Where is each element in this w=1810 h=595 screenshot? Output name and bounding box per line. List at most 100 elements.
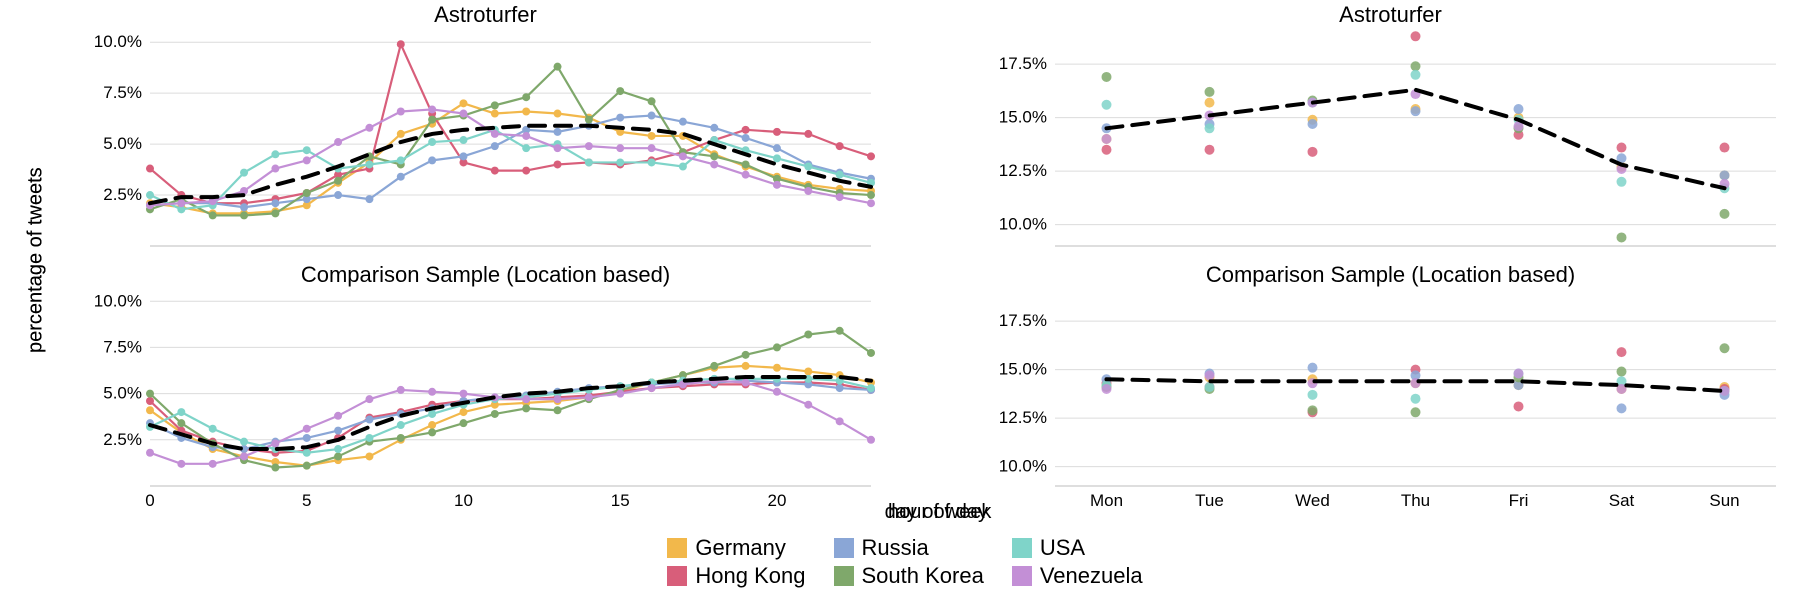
legend-item: Germany: [667, 535, 805, 561]
series-marker: [710, 362, 718, 370]
series-marker: [804, 401, 812, 409]
series-marker: [554, 144, 562, 152]
series-marker: [1205, 98, 1215, 108]
y-tick-label: 7.5%: [103, 337, 142, 356]
series-marker: [397, 40, 405, 48]
series-marker: [428, 410, 436, 418]
series-marker: [679, 152, 687, 160]
y-tick-label: 5.0%: [103, 134, 142, 153]
series-marker: [773, 144, 781, 152]
series-marker: [1411, 31, 1421, 41]
series-marker: [1102, 384, 1112, 394]
series-marker: [867, 199, 875, 207]
series-marker: [804, 330, 812, 338]
series-marker: [1411, 70, 1421, 80]
series-marker: [522, 404, 530, 412]
series-marker: [459, 136, 467, 144]
series-marker: [1720, 209, 1730, 219]
series-marker: [271, 464, 279, 472]
series-marker: [1205, 123, 1215, 133]
panel-right-top: Astroturfer 10.0%12.5%15.0%17.5%: [995, 6, 1786, 254]
legend: Germany Russia USA Hong Kong South Korea Vene…: [0, 535, 1810, 589]
series-marker: [679, 118, 687, 126]
series-marker: [1720, 343, 1730, 353]
series-marker: [459, 152, 467, 160]
series-marker: [804, 130, 812, 138]
series-marker: [365, 395, 373, 403]
y-tick-label: 10.0%: [999, 457, 1047, 476]
series-marker: [397, 107, 405, 115]
series-marker: [710, 124, 718, 132]
series-marker: [1308, 390, 1318, 400]
series-marker: [742, 160, 750, 168]
y-tick-label: 2.5%: [103, 185, 142, 204]
series-marker: [146, 390, 154, 398]
panel-right-bottom: Comparison Sample (Location based) 10.0%…: [995, 266, 1786, 514]
series-marker: [742, 134, 750, 142]
legend-label: Germany: [695, 535, 785, 561]
series-marker: [334, 177, 342, 185]
series-marker: [773, 181, 781, 189]
series-marker: [1411, 407, 1421, 417]
series-marker: [836, 171, 844, 179]
series-marker: [710, 160, 718, 168]
series-marker: [742, 351, 750, 359]
legend-item: South Korea: [834, 563, 984, 589]
series-marker: [1102, 72, 1112, 82]
series-marker: [491, 142, 499, 150]
series-marker: [742, 379, 750, 387]
series-marker: [1411, 106, 1421, 116]
legend-label: South Korea: [862, 563, 984, 589]
series-marker: [1617, 403, 1627, 413]
series-marker: [303, 146, 311, 154]
series-marker: [1720, 143, 1730, 153]
chart-svg: 2.5%5.0%7.5%10.0%05101520: [90, 266, 881, 514]
legend-item: Venezuela: [1012, 563, 1143, 589]
y-tick-label: 10.0%: [94, 291, 142, 310]
series-marker: [616, 390, 624, 398]
series-marker: [397, 156, 405, 164]
series-marker: [522, 93, 530, 101]
series-marker: [1205, 370, 1215, 380]
series-marker: [554, 160, 562, 168]
series-marker: [1308, 405, 1318, 415]
chart-svg: 10.0%12.5%15.0%17.5%: [995, 6, 1786, 254]
series-marker: [428, 138, 436, 146]
series-marker: [397, 434, 405, 442]
series-marker: [742, 126, 750, 134]
series-marker: [397, 173, 405, 181]
y-tick-label: 17.5%: [999, 54, 1047, 73]
series-marker: [303, 434, 311, 442]
series-marker: [616, 87, 624, 95]
series-marker: [522, 144, 530, 152]
series-marker: [459, 99, 467, 107]
series-marker: [522, 132, 530, 140]
series-marker: [271, 150, 279, 158]
series-marker: [867, 436, 875, 444]
series-marker: [365, 452, 373, 460]
series-marker: [271, 199, 279, 207]
series-line: [150, 381, 871, 449]
series-marker: [146, 191, 154, 199]
legend-item: Russia: [834, 535, 984, 561]
series-marker: [146, 449, 154, 457]
right-column: percentage of tweets Astroturfer 10.0%12…: [905, 0, 1810, 520]
series-marker: [554, 63, 562, 71]
figure: percentage of tweets Astroturfer 2.5%5.0…: [0, 0, 1810, 595]
series-marker: [303, 156, 311, 164]
legend-swatch: [834, 566, 854, 586]
series-marker: [1205, 382, 1215, 392]
legend-label: Hong Kong: [695, 563, 805, 589]
series-line: [150, 67, 871, 216]
series-marker: [240, 211, 248, 219]
x-axis-label-right: day of week: [90, 501, 1786, 524]
series-marker: [177, 408, 185, 416]
series-marker: [585, 142, 593, 150]
chart-svg: 2.5%5.0%7.5%10.0%: [90, 6, 881, 254]
series-marker: [554, 406, 562, 414]
legend-item: USA: [1012, 535, 1143, 561]
series-marker: [459, 110, 467, 118]
legend-label: Venezuela: [1040, 563, 1143, 589]
series-marker: [240, 169, 248, 177]
legend-swatch: [667, 538, 687, 558]
